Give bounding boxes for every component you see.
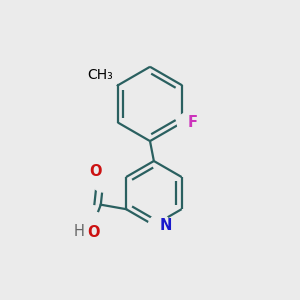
Text: O: O — [89, 164, 102, 179]
Text: N: N — [159, 218, 172, 233]
Text: CH₃: CH₃ — [87, 68, 113, 82]
Text: F: F — [188, 115, 197, 130]
Text: O: O — [87, 226, 100, 241]
Text: H: H — [74, 224, 85, 239]
